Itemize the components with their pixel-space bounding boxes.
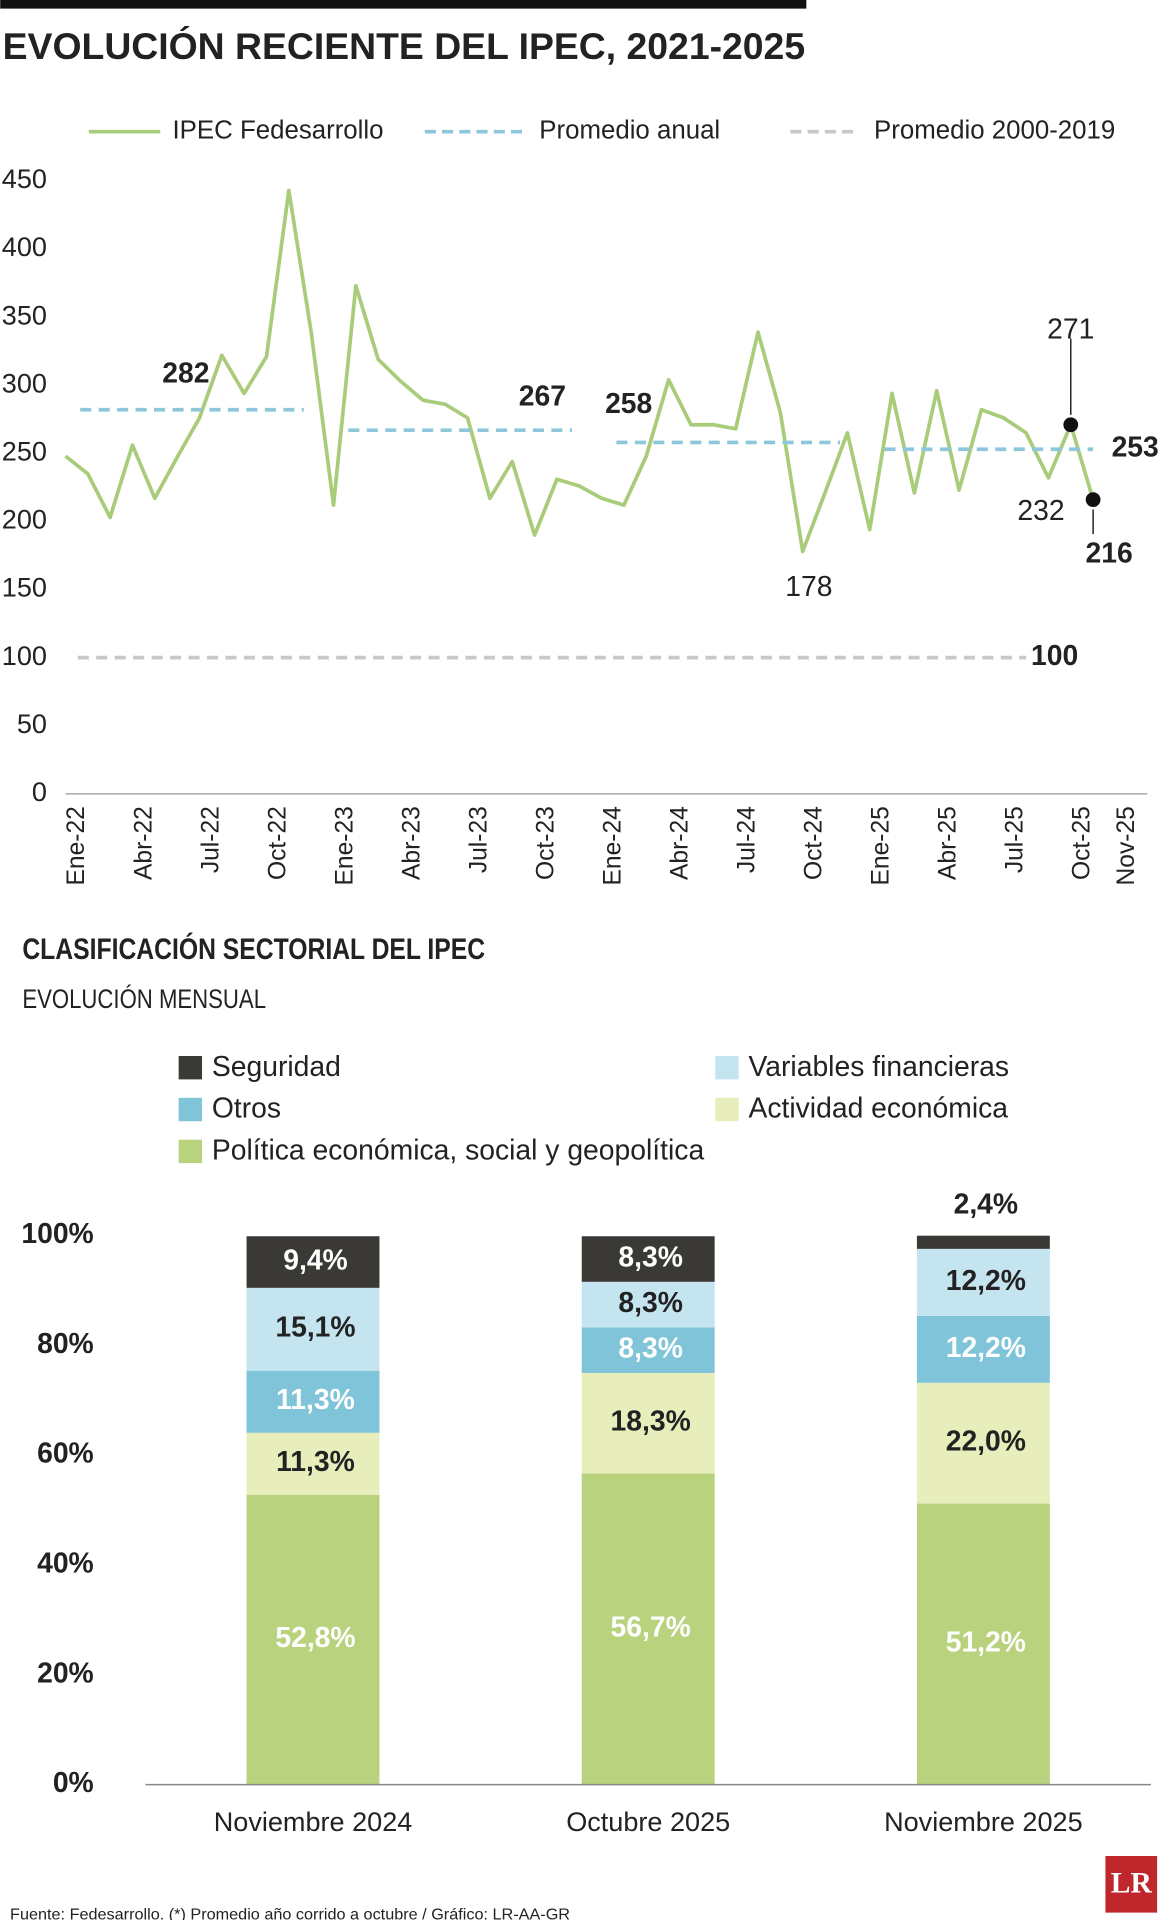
value-label: 12,2% [946, 1264, 1026, 1296]
bar-segment [916, 1503, 1050, 1785]
x-tick-label: Ene-25 [868, 806, 895, 885]
logo-box [1105, 1856, 1158, 1913]
point-label: 216 [1086, 536, 1133, 568]
top-rule [0, 0, 807, 9]
y-tick-label: 300 [2, 367, 47, 398]
point-label: 178 [785, 570, 832, 602]
legend-swatch [178, 1056, 203, 1080]
y-tick-label: 100% [21, 1217, 93, 1249]
chart-title: EVOLUCIÓN RECIENTE DEL IPEC, 2021-2025 [3, 25, 805, 67]
legend-label: Actividad económica [749, 1092, 1009, 1124]
legend-label: Seguridad [212, 1050, 341, 1082]
y-tick-label: 400 [2, 231, 47, 262]
value-label: 11,3% [276, 1445, 355, 1477]
value-label: 8,3% [618, 1286, 682, 1318]
y-tick-label: 250 [2, 435, 47, 466]
value-label: 22,0% [946, 1425, 1026, 1457]
data-line [64, 188, 1095, 554]
y-tick-label: 350 [2, 299, 47, 330]
x-tick-label: Oct-23 [532, 806, 559, 880]
bar-segment [581, 1236, 715, 1282]
reference-label: 258 [605, 387, 652, 419]
x-tick-label: Oct-22 [264, 806, 291, 880]
y-tick-label: 50 [17, 708, 47, 739]
x-tick-label: Abr-25 [935, 806, 962, 880]
reference-label: 253 [1112, 431, 1159, 463]
value-label: 18,3% [611, 1405, 691, 1437]
bar-segment [246, 1432, 380, 1495]
legend-swatch [178, 1097, 203, 1122]
point-label: 271 [1047, 313, 1094, 345]
value-label: 52,8% [275, 1621, 355, 1653]
value-label: 12,2% [946, 1331, 1026, 1363]
point-label: 232 [1017, 494, 1064, 526]
bar-segment [581, 1372, 715, 1474]
source-note: Fuente: Fedesarrollo. (*) Promedio año c… [10, 1906, 570, 1920]
bar-segment [246, 1236, 380, 1288]
y-tick-label: 20% [37, 1656, 94, 1688]
bar-segment [916, 1235, 1050, 1249]
y-tick-label: 0% [53, 1766, 94, 1798]
x-tick-label: Abr-24 [666, 806, 693, 880]
y-tick-label: 60% [37, 1437, 94, 1469]
x-tick-label: Jul-24 [733, 806, 760, 873]
value-label: 56,7% [611, 1610, 691, 1642]
y-tick-label: 80% [37, 1327, 94, 1359]
value-label: 11,3% [276, 1383, 355, 1415]
x-tick-label: Abr-23 [398, 806, 425, 880]
legend-swatch [715, 1097, 739, 1122]
bar-segment [581, 1327, 715, 1373]
reference-label: 267 [519, 380, 566, 412]
bar-segment [581, 1281, 715, 1328]
x-tick-label: Ene-23 [331, 806, 358, 885]
x-tick-label: Ene-24 [599, 806, 626, 885]
legend-label: Política económica, social y geopolítica [212, 1133, 705, 1165]
legend-label: IPEC Fedesarrollo [172, 117, 383, 145]
y-tick-label: 40% [37, 1547, 94, 1579]
reference-label: 282 [162, 357, 209, 389]
y-tick-label: 150 [2, 572, 47, 603]
bar-segment [916, 1248, 1050, 1316]
legend-swatch [715, 1056, 739, 1080]
value-label: 2,4% [954, 1188, 1019, 1220]
legend-label: Promedio anual [539, 117, 720, 145]
logo: LR [1111, 1867, 1153, 1899]
legend-swatch [178, 1139, 203, 1164]
x-tick-label: Jul-22 [197, 806, 224, 873]
y-tick-label: 200 [2, 504, 47, 535]
x-tick-label: Octubre 2025 [566, 1806, 730, 1837]
legend-label: Promedio 2000-2019 [874, 117, 1115, 145]
value-label: 8,3% [618, 1240, 682, 1272]
bar-segment [246, 1370, 380, 1433]
x-tick-label: Abr-22 [130, 806, 157, 880]
x-tick-label: Nov-25 [1113, 806, 1140, 885]
y-tick-label: 0 [32, 776, 47, 807]
value-label: 15,1% [275, 1311, 355, 1343]
bar-segment [916, 1315, 1050, 1383]
x-tick-label: Oct-24 [800, 806, 827, 880]
bar-segment [246, 1494, 380, 1785]
x-tick-label: Jul-23 [465, 806, 492, 873]
bar-segment [916, 1382, 1050, 1504]
legend-label: Otros [212, 1092, 281, 1124]
reference-label: 100 [1031, 639, 1078, 671]
chart-title: CLASIFICACIÓN SECTORIAL DEL IPEC [22, 932, 485, 966]
value-label: 51,2% [946, 1626, 1026, 1658]
point-marker [1085, 492, 1101, 508]
bar-segment [581, 1473, 715, 1785]
legend-label: Variables financieras [749, 1050, 1010, 1082]
y-tick-label: 450 [2, 163, 47, 194]
x-tick-label: Noviembre 2024 [214, 1806, 413, 1837]
x-tick-label: Noviembre 2025 [884, 1806, 1083, 1837]
point-marker [1063, 417, 1079, 433]
x-tick-label: Jul-25 [1002, 806, 1029, 873]
chart-subtitle: EVOLUCIÓN MENSUAL [22, 983, 266, 1014]
value-label: 8,3% [618, 1332, 682, 1364]
x-tick-label: Oct-25 [1069, 806, 1096, 880]
x-tick-label: Ene-22 [63, 806, 90, 885]
y-tick-label: 100 [2, 640, 47, 671]
bar-segment [246, 1287, 380, 1371]
value-label: 9,4% [283, 1244, 347, 1276]
